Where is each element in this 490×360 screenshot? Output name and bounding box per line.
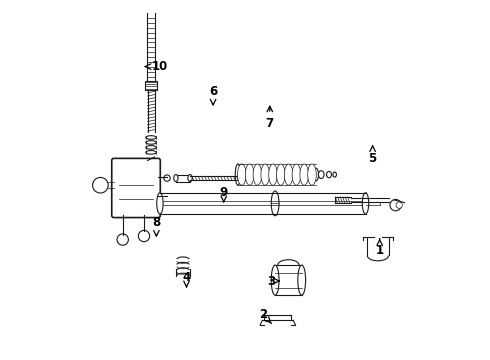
Ellipse shape <box>253 164 262 185</box>
Ellipse shape <box>276 164 285 185</box>
FancyBboxPatch shape <box>112 158 160 217</box>
Ellipse shape <box>235 164 241 185</box>
Ellipse shape <box>157 193 163 214</box>
Ellipse shape <box>146 136 156 139</box>
Ellipse shape <box>269 164 277 185</box>
Ellipse shape <box>308 164 316 185</box>
Text: 6: 6 <box>209 85 217 105</box>
Ellipse shape <box>326 171 331 178</box>
Ellipse shape <box>313 168 318 181</box>
Ellipse shape <box>333 172 337 177</box>
Ellipse shape <box>164 175 170 181</box>
Text: 9: 9 <box>220 186 228 202</box>
Ellipse shape <box>146 145 156 149</box>
Ellipse shape <box>292 164 301 185</box>
Ellipse shape <box>396 202 402 208</box>
Text: 1: 1 <box>376 239 384 257</box>
Ellipse shape <box>300 164 309 185</box>
Ellipse shape <box>238 164 246 185</box>
Text: 3: 3 <box>268 275 279 288</box>
Bar <box>275 265 302 295</box>
Ellipse shape <box>318 171 324 179</box>
Ellipse shape <box>188 175 192 182</box>
Ellipse shape <box>362 193 368 214</box>
Ellipse shape <box>271 265 279 295</box>
Circle shape <box>117 234 128 245</box>
Bar <box>145 81 157 90</box>
Ellipse shape <box>284 164 293 185</box>
Ellipse shape <box>298 265 306 295</box>
Text: 2: 2 <box>259 308 271 324</box>
Ellipse shape <box>271 191 279 216</box>
Ellipse shape <box>146 141 156 144</box>
Text: 7: 7 <box>266 106 274 130</box>
Ellipse shape <box>261 164 270 185</box>
Text: 10: 10 <box>146 60 168 73</box>
Circle shape <box>138 230 149 242</box>
Ellipse shape <box>390 199 401 211</box>
Ellipse shape <box>146 150 156 154</box>
Circle shape <box>93 177 108 193</box>
Ellipse shape <box>245 164 254 185</box>
Text: 5: 5 <box>368 146 377 165</box>
Text: 4: 4 <box>182 271 191 287</box>
Ellipse shape <box>174 175 178 182</box>
Text: 8: 8 <box>152 216 161 236</box>
Bar <box>176 175 190 182</box>
